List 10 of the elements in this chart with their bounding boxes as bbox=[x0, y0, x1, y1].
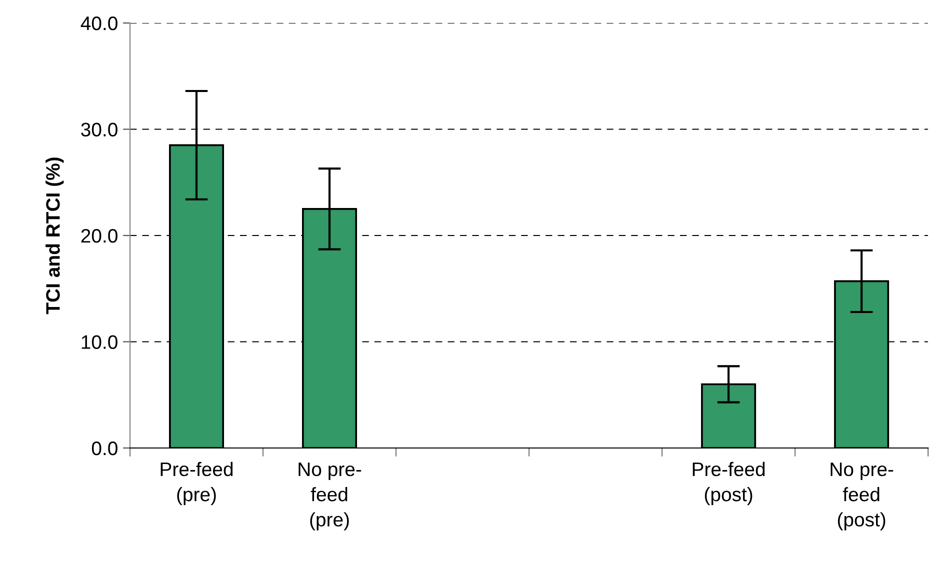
y-tick-label: 30.0 bbox=[81, 122, 118, 136]
x-tick-label: No pre- feed (pre) bbox=[298, 462, 362, 530]
x-tick-label: Pre-feed (pre) bbox=[160, 462, 233, 506]
y-tick-label: 40.0 bbox=[80, 16, 118, 30]
y-tick-label: 10.0 bbox=[82, 335, 118, 349]
x-tick-label: No pre- feed (post) bbox=[830, 462, 894, 530]
x-tick-label: Pre-feed (post) bbox=[692, 462, 765, 506]
y-tick-label: 0.0 bbox=[92, 441, 118, 456]
y-axis-title: TCI and RTCI (%) bbox=[46, 158, 64, 314]
y-tick-label: 20.0 bbox=[81, 228, 118, 243]
